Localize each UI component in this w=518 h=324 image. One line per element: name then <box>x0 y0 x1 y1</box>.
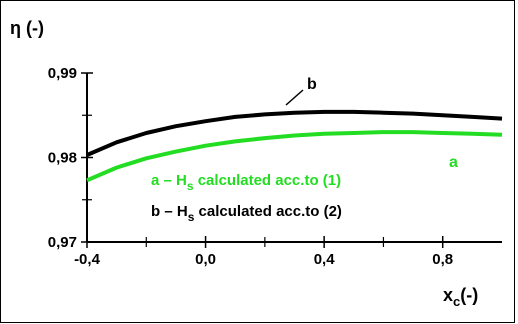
label-b-leader <box>285 89 304 106</box>
series-b-line <box>86 109 503 157</box>
x-tick-label: 0,0 <box>195 251 216 268</box>
legend-entry-a: a – Hs calculated acc.to (1) <box>151 172 341 193</box>
y-tick-label: 0,97 <box>48 234 77 251</box>
y-tick-label: 0,98 <box>48 150 77 167</box>
x-axis-label: xc(-) <box>443 285 478 309</box>
x-tick-label: 0,8 <box>432 251 453 268</box>
curve-label-a: a <box>449 154 458 171</box>
curve-label-b: b <box>307 76 317 93</box>
x-tick-label: -0,4 <box>74 251 101 268</box>
data-series <box>86 109 503 183</box>
series-a-line <box>86 130 503 183</box>
axis-ticks: -0,4 0,0 0,4 0,8 0,97 0,98 0,99 <box>48 65 453 268</box>
legend-entry-b: b – Hs calculated acc.to (2) <box>151 203 342 224</box>
x-tick-label: 0,4 <box>314 251 336 268</box>
y-tick-label: 0,99 <box>48 65 77 82</box>
y-axis-label: η (-) <box>10 18 44 38</box>
